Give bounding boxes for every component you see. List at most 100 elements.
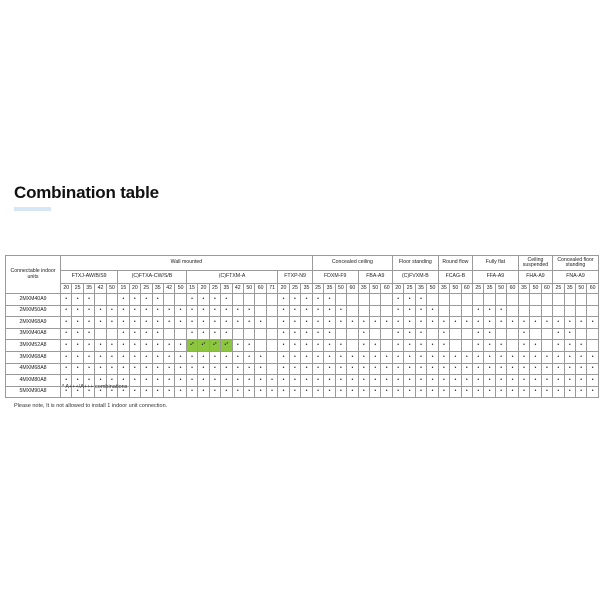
size-header: 25 bbox=[71, 283, 84, 294]
combination-cell: • bbox=[151, 362, 164, 376]
combination-cell: • bbox=[414, 316, 428, 329]
combination-cell: •* bbox=[197, 339, 210, 352]
size-header: 35 bbox=[220, 283, 233, 294]
combination-cell: • bbox=[117, 339, 130, 352]
combination-cell: • bbox=[552, 316, 565, 329]
combination-cell: • bbox=[483, 339, 496, 352]
combination-cell: • bbox=[574, 316, 588, 329]
combination-cell: • bbox=[506, 362, 519, 376]
combination-cell: • bbox=[197, 362, 210, 376]
combination-cell bbox=[472, 293, 485, 306]
combination-cell: • bbox=[277, 385, 290, 399]
combination-cell: • bbox=[391, 304, 405, 318]
combination-cell: • bbox=[71, 374, 84, 387]
combination-cell: • bbox=[151, 350, 164, 364]
combination-cell: • bbox=[586, 316, 599, 329]
combination-cell: • bbox=[437, 362, 451, 376]
combination-cell: • bbox=[277, 293, 290, 306]
combination-cell: • bbox=[288, 327, 302, 341]
combination-cell: • bbox=[117, 327, 130, 341]
combination-cell bbox=[369, 293, 382, 306]
combination-cell: • bbox=[311, 316, 325, 329]
combination-cell: • bbox=[82, 304, 96, 318]
combination-cell: • bbox=[185, 327, 199, 341]
combination-cell: • bbox=[185, 374, 199, 387]
combination-cell bbox=[494, 327, 508, 341]
model-header-row: FTXJ-AW/B/S9 (C)FTXA-CW/S/B (C)FTXM-A FTXP-… bbox=[6, 270, 599, 284]
combination-cell: • bbox=[242, 316, 256, 329]
combination-cell: • bbox=[174, 385, 187, 399]
combination-cell: • bbox=[162, 350, 176, 364]
size-header: 35 bbox=[151, 283, 164, 294]
combination-cell bbox=[574, 304, 588, 318]
combination-cell bbox=[574, 327, 588, 341]
combination-cell: • bbox=[323, 350, 336, 364]
combination-cell: • bbox=[357, 327, 371, 341]
combination-cell bbox=[506, 304, 519, 318]
combination-cell bbox=[94, 293, 107, 306]
combination-cell: • bbox=[552, 385, 565, 399]
combination-cell bbox=[529, 327, 542, 341]
combination-cell: • bbox=[174, 362, 187, 376]
combination-cell: • bbox=[552, 350, 565, 364]
combination-cell bbox=[357, 293, 371, 306]
combination-cell: • bbox=[506, 316, 519, 329]
combination-cell: • bbox=[254, 374, 267, 387]
category-header: Fully flat bbox=[472, 255, 519, 271]
combination-cell: • bbox=[334, 362, 348, 376]
table-row: 4MXM68A8 • • • • • • • • • • • • • • • • • • • • • • • • • • • • • • • •… bbox=[5, 362, 599, 376]
combination-cell: • bbox=[472, 362, 485, 376]
combination-cell: • bbox=[437, 316, 451, 329]
combination-cell: • bbox=[174, 374, 187, 387]
outdoor-unit-label: 2MXM68A9 bbox=[5, 316, 61, 329]
size-header: 60 bbox=[586, 283, 599, 294]
combination-cell: • bbox=[128, 362, 142, 376]
combination-cell: • bbox=[220, 293, 233, 306]
combination-cell: • bbox=[151, 385, 164, 399]
combination-cell: • bbox=[483, 350, 496, 364]
combination-cell: • bbox=[300, 385, 313, 399]
size-header: 71 bbox=[265, 283, 279, 294]
combination-cell: • bbox=[426, 304, 439, 318]
model-header: FTXJ-AW/B/S9 bbox=[59, 270, 119, 284]
combination-cell: •* bbox=[208, 339, 222, 352]
category-header: Concealed floor standing bbox=[552, 255, 599, 271]
combination-cell: • bbox=[323, 327, 336, 341]
combination-cell: • bbox=[357, 362, 371, 376]
combination-cell bbox=[369, 327, 382, 341]
combination-cell bbox=[529, 293, 542, 306]
combination-cell: • bbox=[300, 327, 313, 341]
combination-cell bbox=[265, 327, 279, 341]
combination-cell: • bbox=[346, 350, 359, 364]
combination-cell bbox=[586, 339, 599, 352]
combination-cell bbox=[346, 327, 359, 341]
combination-cell: • bbox=[437, 339, 451, 352]
size-header: 50 bbox=[574, 283, 588, 294]
combination-cell: • bbox=[254, 350, 267, 364]
combination-cell: • bbox=[472, 316, 485, 329]
combination-cell bbox=[265, 316, 279, 329]
combination-cell: • bbox=[403, 339, 416, 352]
combination-cell: • bbox=[323, 293, 336, 306]
combination-cell: • bbox=[472, 339, 485, 352]
combination-cell: • bbox=[162, 316, 176, 329]
combination-cell: • bbox=[563, 362, 577, 376]
size-header: 35 bbox=[357, 283, 371, 294]
category-header: Ceiling suspended bbox=[517, 255, 554, 271]
combination-cell: • bbox=[552, 327, 565, 341]
combination-cell: • bbox=[563, 374, 577, 387]
combination-cell: • bbox=[563, 339, 577, 352]
size-header: 35 bbox=[517, 283, 531, 294]
combination-cell: • bbox=[323, 339, 336, 352]
size-header: 35 bbox=[300, 283, 313, 294]
combination-cell: • bbox=[117, 293, 130, 306]
combination-cell: • bbox=[242, 362, 256, 376]
combination-cell: • bbox=[311, 362, 325, 376]
combination-cell bbox=[460, 339, 474, 352]
combination-cell: • bbox=[242, 339, 256, 352]
combination-cell: • bbox=[128, 304, 142, 318]
combination-cell: • bbox=[449, 350, 462, 364]
category-header: Floor standing bbox=[391, 255, 439, 271]
combination-cell bbox=[105, 327, 119, 341]
category-header-row: Connectable indoor units Wall mounted Con… bbox=[5, 255, 599, 294]
